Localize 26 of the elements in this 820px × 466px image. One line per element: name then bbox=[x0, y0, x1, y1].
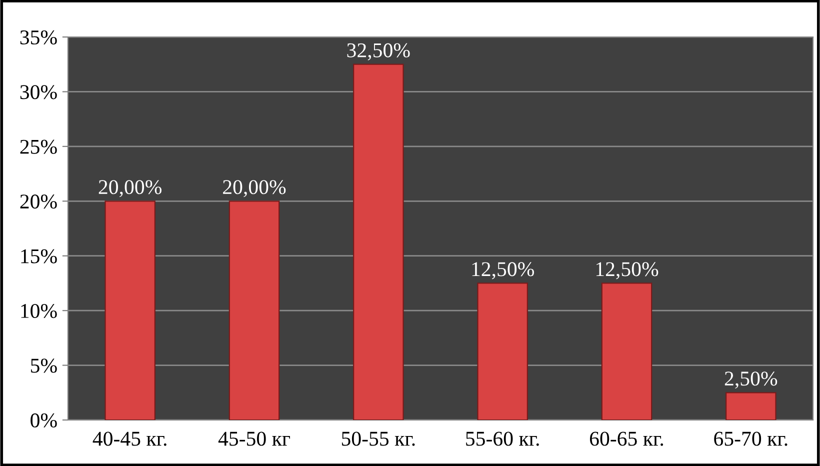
x-tick-label: 55-60 кг. bbox=[466, 432, 539, 446]
y-tick-label: 20% bbox=[20, 194, 57, 209]
x-tick-label: 40-45 кг. bbox=[92, 432, 166, 446]
data-label: 12,50% bbox=[472, 262, 534, 280]
x-tick-label: 45-50 кг bbox=[218, 432, 290, 446]
y-tick-label: 15% bbox=[21, 249, 57, 264]
x-tick-label: 60-65 кг. bbox=[590, 432, 664, 446]
data-label: 2,50% bbox=[724, 372, 778, 389]
y-tick-label: 35% bbox=[20, 30, 57, 44]
bar bbox=[726, 392, 776, 420]
x-tick-label: 50-55 кг. bbox=[342, 432, 415, 446]
data-label: 20,00% bbox=[223, 180, 286, 198]
y-tick-label: 25% bbox=[20, 140, 57, 154]
bar bbox=[228, 200, 280, 420]
y-tick-label: 5% bbox=[31, 358, 57, 373]
bar bbox=[477, 282, 528, 420]
data-label: 20,00% bbox=[98, 180, 162, 198]
data-label: 32,50% bbox=[347, 43, 410, 60]
y-tick-label: 0% bbox=[30, 413, 57, 428]
data-label: 12,50% bbox=[596, 262, 658, 280]
bar bbox=[353, 64, 404, 420]
y-tick-label: 30% bbox=[20, 85, 57, 100]
x-tick-label: 65-70 кг. bbox=[714, 432, 788, 446]
y-tick-label: 10% bbox=[21, 304, 57, 318]
bar bbox=[601, 282, 652, 420]
bar bbox=[104, 200, 156, 420]
